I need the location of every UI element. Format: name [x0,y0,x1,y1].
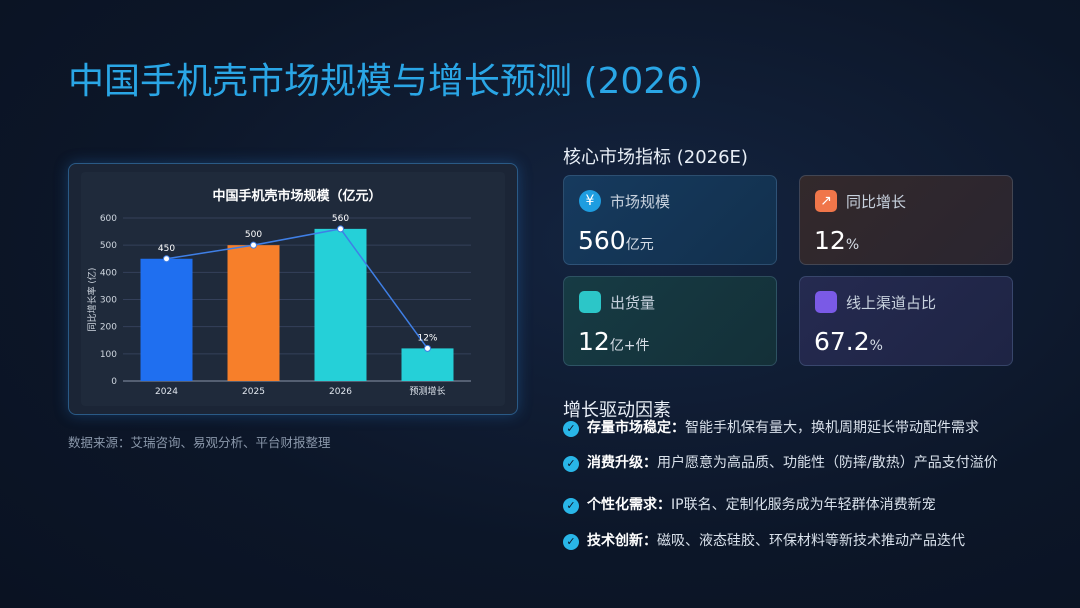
y-axis-label: 同比增长率 (亿) [86,268,98,332]
driver-text: 磁吸、液态硅胶、环保材料等新技术推动产品迭代 [657,533,965,549]
metric-icon: ↗ [815,190,837,212]
metric-label: 出货量 [610,294,656,312]
annotation: 12% [417,333,437,343]
metric-unit: 亿+件 [609,338,650,354]
x-tick-label: 2026 [329,387,352,397]
metrics-title: 核心市场指标 (2026E) [563,147,748,168]
x-tick-label: 2025 [242,387,265,397]
driver-term: 存量市场稳定： [587,420,685,436]
metric-value-box: 67.2% [814,327,883,356]
trend-line [166,228,429,349]
driver-term: 个性化需求： [587,497,671,513]
chart-title: 中国手机壳市场规模（亿元） [212,188,381,204]
trend-point [250,241,257,249]
metric-value-box: 560亿元 [578,226,654,255]
metric-card: ¥ 市场规模 560亿元 [563,175,777,265]
driver-item: ✓ 个性化需求：IP联名、定制化服务成为年轻群体消费新宠 [563,494,1015,516]
check-icon: ✓ [563,498,579,514]
metric-unit: % [845,237,860,253]
driver-text: IP联名、定制化服务成为年轻群体消费新宠 [671,497,936,513]
bar [401,348,454,381]
check-icon: ✓ [563,534,579,550]
metric-icon [579,291,601,313]
y-tick-label: 500 [100,241,117,251]
y-tick-label: 300 [100,296,117,306]
metric-value-box: 12% [814,226,859,255]
y-tick-label: 600 [100,214,117,224]
trend-point [163,255,170,263]
metric-unit: 亿元 [625,237,654,253]
metric-label: 市场规模 [610,193,671,211]
data-label: 560 [332,214,349,224]
driver-item: ✓ 技术创新：磁吸、液态硅胶、环保材料等新技术推动产品迭代 [563,530,1015,552]
chart: 中国手机壳市场规模（亿元） 同比增长率 (亿) 0 100 200 300 400 500 60… [81,172,505,406]
driver-term: 消费升级： [587,455,657,471]
bar [227,245,280,381]
bar [140,258,193,381]
x-tick-label: 2024 [155,387,178,397]
driver-text: 智能手机保有量大，换机周期延长带动配件需求 [685,420,979,436]
drivers-title: 增长驱动因素 [563,400,671,421]
metric-value: 67.2 [814,327,870,356]
y-tick-label: 200 [100,323,117,333]
slide-title: 中国手机壳市场规模与增长预测 (2026) [68,61,704,102]
metric-card: 出货量 12亿+件 [563,276,777,366]
metric-value-box: 12亿+件 [578,327,650,356]
metric-card: ↗ 同比增长 12% [799,175,1013,265]
metric-card: 线上渠道占比 67.2% [799,276,1013,366]
driver-term: 技术创新： [587,533,657,549]
y-tick-label: 400 [100,268,117,278]
data-label: 450 [158,244,175,254]
metric-icon [815,291,837,313]
data-label: 500 [245,230,262,240]
chart-panel: 中国手机壳市场规模（亿元） 同比增长率 (亿) 0 100 200 300 400 500 60… [68,163,518,415]
source-note: 数据来源：艾瑞咨询、易观分析、平台财报整理 [68,435,331,450]
trend-point [424,344,431,352]
bar [314,228,367,381]
metric-unit: % [869,338,883,354]
metric-value: 12 [814,226,846,255]
metric-label: 线上渠道占比 [846,294,937,312]
metric-value: 12 [578,327,610,356]
metric-label: 同比增长 [846,193,907,211]
trend-point [337,225,344,233]
check-icon: ✓ [563,456,579,472]
driver-item: ✓ 消费升级：用户愿意为高品质、功能性（防摔/散热）产品支付溢价 [563,452,1015,474]
driver-text: 用户愿意为高品质、功能性（防摔/散热）产品支付溢价 [657,455,998,471]
metric-icon: ¥ [579,190,601,212]
driver-item: ✓ 存量市场稳定：智能手机保有量大，换机周期延长带动配件需求 [563,417,1015,439]
x-tick-label: 预测增长 [409,385,445,397]
metric-value: 560 [578,226,626,255]
y-tick-label: 0 [111,377,117,387]
y-tick-label: 100 [100,350,117,360]
check-icon: ✓ [563,421,579,437]
